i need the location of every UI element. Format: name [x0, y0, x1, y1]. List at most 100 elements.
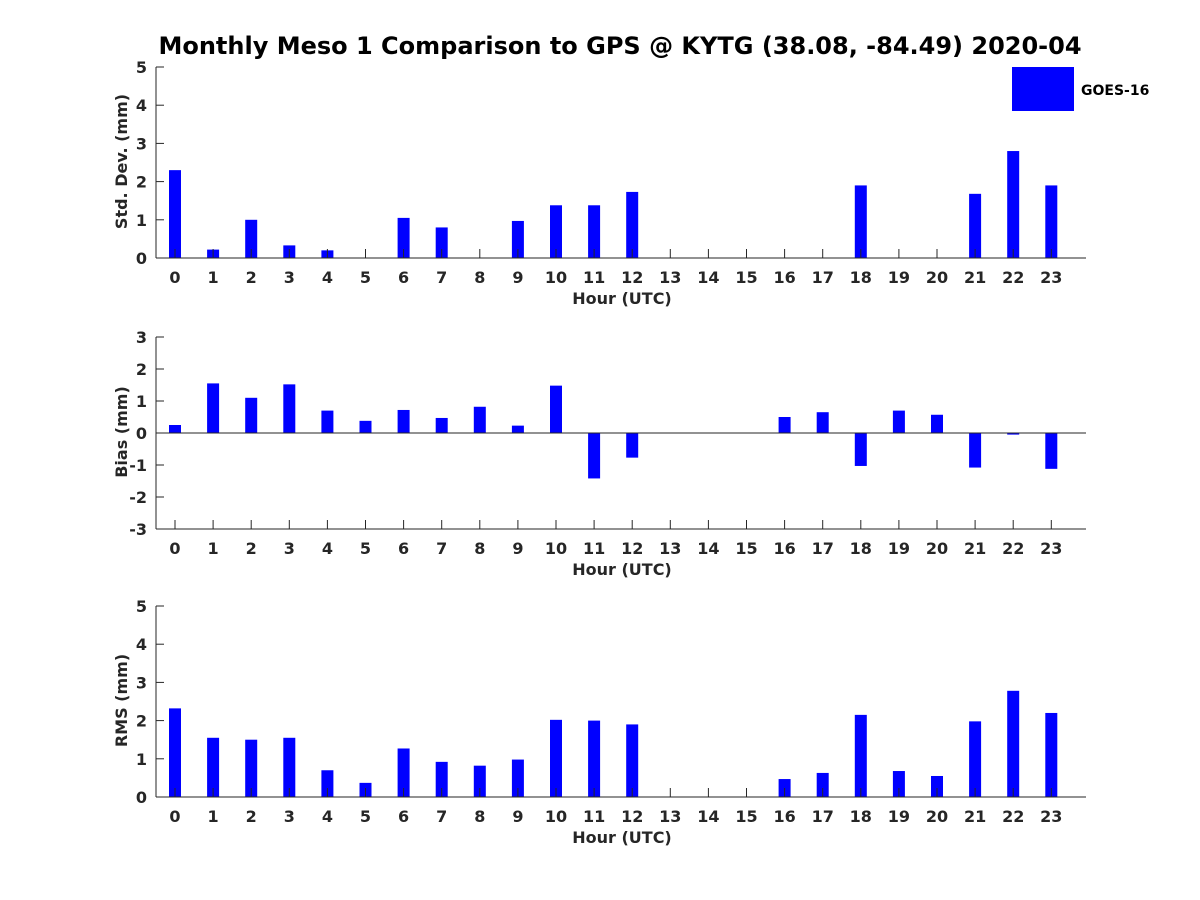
- y-tick-label: 0: [136, 424, 147, 443]
- x-tick-label: 4: [322, 539, 333, 558]
- x-tick-label: 2: [246, 807, 257, 826]
- x-tick-label: 13: [659, 539, 681, 558]
- x-tick-label: 16: [773, 807, 795, 826]
- bar-hour-6: [397, 409, 410, 433]
- x-tick-label: 14: [697, 268, 719, 287]
- x-tick-label: 17: [812, 807, 834, 826]
- bar-hour-18: [854, 433, 867, 466]
- bar-hour-18: [854, 714, 867, 797]
- x-tick-label: 22: [1002, 268, 1024, 287]
- y-tick-label: 4: [136, 635, 147, 654]
- x-tick-label: 14: [697, 807, 719, 826]
- x-tick-label: 3: [284, 268, 295, 287]
- x-tick-label: 7: [436, 807, 447, 826]
- bar-hour-7: [435, 417, 448, 433]
- x-tick-label: 6: [398, 268, 409, 287]
- x-tick-label: 12: [621, 268, 643, 287]
- bar-hour-5: [359, 420, 372, 433]
- x-tick-label: 22: [1002, 539, 1024, 558]
- bar-hour-21: [969, 433, 982, 468]
- bar-hour-2: [245, 739, 258, 797]
- x-tick-label: 15: [735, 807, 757, 826]
- x-tick-label: 18: [850, 807, 872, 826]
- bar-hour-11: [588, 433, 601, 479]
- x-tick-label: 2: [246, 539, 257, 558]
- x-tick-label: 21: [964, 268, 986, 287]
- bar-hour-18: [854, 185, 867, 258]
- x-tick-label: 6: [398, 807, 409, 826]
- bar-hour-23: [1045, 433, 1058, 469]
- y-tick-label: 0: [136, 788, 147, 807]
- x-tick-label: 15: [735, 539, 757, 558]
- bar-hour-0: [169, 425, 181, 433]
- bar-hour-7: [435, 761, 448, 797]
- bar-hour-6: [397, 217, 410, 258]
- bar-hour-20: [931, 775, 943, 797]
- bar-hour-21: [969, 193, 982, 258]
- bar-hour-4: [321, 770, 334, 797]
- y-tick-label: 1: [136, 392, 147, 411]
- bar-hour-8: [473, 765, 486, 797]
- y-tick-label: 2: [136, 360, 147, 379]
- bar-hour-19: [892, 410, 905, 433]
- bar-hour-3: [283, 737, 296, 797]
- bar-hour-11: [588, 205, 601, 258]
- x-tick-label: 7: [436, 539, 447, 558]
- x-tick-label: 5: [360, 268, 371, 287]
- x-tick-label: 19: [888, 807, 910, 826]
- y-tick-label: 3: [136, 673, 147, 692]
- x-axis-label: Hour (UTC): [572, 560, 672, 579]
- bar-hour-19: [892, 771, 905, 797]
- x-tick-label: 9: [512, 539, 523, 558]
- bar-hour-10: [550, 385, 562, 433]
- x-tick-label: 8: [474, 268, 485, 287]
- x-tick-label: 16: [773, 268, 795, 287]
- x-tick-label: 2: [246, 268, 257, 287]
- y-tick-label: 0: [136, 249, 147, 268]
- x-tick-label: 11: [583, 268, 605, 287]
- x-tick-label: 21: [964, 807, 986, 826]
- bar-hour-6: [397, 748, 410, 797]
- bar-hour-9: [511, 425, 524, 433]
- y-tick-label: 1: [136, 211, 147, 230]
- bar-hour-23: [1045, 185, 1058, 258]
- bar-hour-11: [588, 720, 601, 797]
- x-tick-label: 0: [169, 539, 180, 558]
- bar-hour-0: [169, 170, 181, 258]
- y-axis-label: RMS (mm): [112, 654, 131, 747]
- bar-hour-23: [1045, 712, 1058, 797]
- bar-hour-8: [473, 406, 486, 433]
- bar-hour-22: [1007, 151, 1020, 258]
- legend-swatch: [1012, 67, 1074, 111]
- x-tick-label: 13: [659, 807, 681, 826]
- y-tick-label: 5: [136, 597, 147, 616]
- x-tick-label: 5: [360, 539, 371, 558]
- bar-hour-4: [321, 410, 334, 433]
- bar-hour-22: [1007, 690, 1020, 797]
- x-tick-label: 21: [964, 539, 986, 558]
- bar-hour-1: [207, 737, 220, 797]
- y-axis-label: Std. Dev. (mm): [112, 94, 131, 229]
- x-tick-label: 23: [1040, 539, 1062, 558]
- y-tick-label: 5: [136, 58, 147, 77]
- bar-hour-17: [816, 772, 829, 797]
- y-tick-label: 3: [136, 134, 147, 153]
- bar-hour-16: [778, 417, 791, 433]
- chart-title: Monthly Meso 1 Comparison to GPS @ KYTG …: [158, 32, 1081, 60]
- x-tick-label: 10: [545, 807, 567, 826]
- y-tick-label: -2: [129, 488, 147, 507]
- bar-hour-12: [626, 433, 639, 458]
- y-tick-label: 3: [136, 328, 147, 347]
- x-tick-label: 20: [926, 268, 948, 287]
- bar-hour-20: [931, 414, 943, 433]
- bar-hour-0: [169, 708, 181, 797]
- x-tick-label: 22: [1002, 807, 1024, 826]
- x-axis-label: Hour (UTC): [572, 828, 672, 847]
- bar-hour-2: [245, 397, 258, 433]
- x-tick-label: 12: [621, 539, 643, 558]
- x-tick-label: 15: [735, 268, 757, 287]
- y-tick-label: 4: [136, 96, 147, 115]
- x-tick-label: 19: [888, 268, 910, 287]
- x-tick-label: 8: [474, 539, 485, 558]
